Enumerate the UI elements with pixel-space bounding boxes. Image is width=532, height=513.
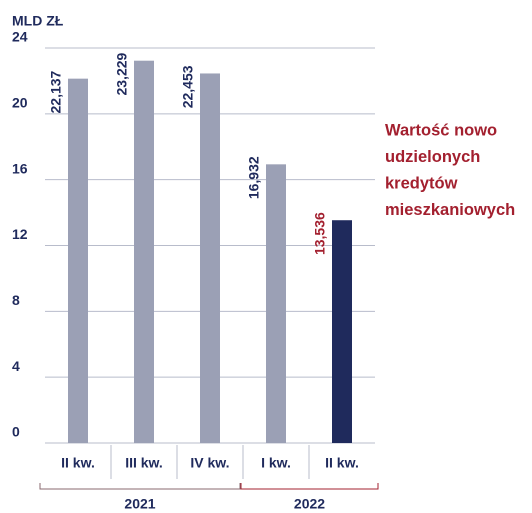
annotation: udzielonych [385,148,480,166]
annotation: kredytów [385,174,458,192]
y-tick-label: 0 [12,424,20,440]
x-tick-label: I kw. [261,455,291,471]
value-label: 23,229 [114,52,130,95]
y-tick-label: 4 [12,358,20,374]
y-tick-label: 8 [12,292,20,308]
x-tick-label: II kw. [61,455,95,471]
bar [134,60,154,443]
x-tick-label: II kw. [325,455,359,471]
value-label: 22,137 [48,70,64,113]
bar [266,164,286,443]
group-label: 2022 [294,496,325,512]
bar [200,73,220,443]
value-label: 22,453 [180,65,196,108]
y-axis-label: MLD ZŁ [12,13,64,29]
y-tick-label: 24 [12,29,28,45]
x-tick-label: III kw. [125,455,163,471]
x-tick-label: IV kw. [190,455,229,471]
annotation: mieszkaniowych [385,201,515,219]
bar [68,78,88,444]
y-tick-label: 20 [12,95,28,111]
group-label: 2021 [124,496,155,512]
annotation: Wartość nowo [385,121,497,139]
group-bracket [240,483,379,490]
y-tick-label: 12 [12,226,28,242]
group-bracket [39,483,241,490]
value-label: 13,536 [312,212,328,255]
y-tick-label: 16 [12,160,28,176]
bar [332,220,352,443]
value-label: 16,932 [246,156,262,199]
